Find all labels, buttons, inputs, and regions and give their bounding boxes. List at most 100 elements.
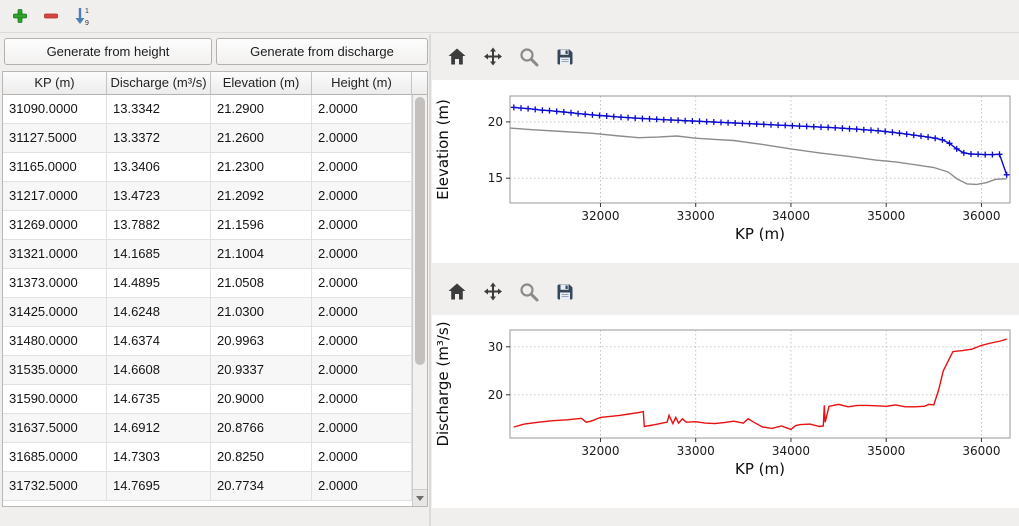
pan-button[interactable] [478,277,508,307]
discharge-chart-canvas[interactable]: 32000 33000 34000 35000 36000 20 30 KP (m) Disch… [432,315,1019,508]
table-cell[interactable]: 14.1685 [107,240,211,269]
table-cell[interactable]: 31685.0000 [3,443,107,472]
table-cell[interactable]: 20.8250 [211,443,312,472]
generate-from-height-button[interactable]: Generate from height [4,38,212,65]
down-arrow-icon [416,495,424,501]
column-header-elevation[interactable]: Elevation (m) [211,72,312,95]
table-cell[interactable]: 2.0000 [312,269,412,298]
table-body: 31090.0000 13.3342 21.2900 2.0000 31127.5000… [3,95,412,501]
table-cell[interactable]: 2.0000 [312,182,412,211]
table-cell[interactable]: 31217.0000 [3,182,107,211]
table-cell[interactable]: 21.2092 [211,182,312,211]
table-cell[interactable]: 2.0000 [312,298,412,327]
table-cell[interactable]: 31321.0000 [3,240,107,269]
table-row[interactable]: 31090.0000 13.3342 21.2900 2.0000 [3,95,412,124]
table-cell[interactable]: 14.7303 [107,443,211,472]
table-cell[interactable]: 13.3372 [107,124,211,153]
table-cell[interactable]: 21.0508 [211,269,312,298]
home-button[interactable] [442,277,472,307]
table-cell[interactable]: 31165.0000 [3,153,107,182]
table-cell[interactable]: 31535.0000 [3,356,107,385]
table-cell[interactable]: 20.9000 [211,385,312,414]
table-cell[interactable]: 2.0000 [312,124,412,153]
table-cell[interactable]: 14.6735 [107,385,211,414]
table-cell[interactable]: 31732.5000 [3,472,107,501]
table-cell[interactable]: 20.9963 [211,327,312,356]
table-cell[interactable]: 31269.0000 [3,211,107,240]
discharge-figure[interactable]: 32000 33000 34000 35000 36000 20 30 KP (m) Disch… [432,315,1019,508]
zoom-button[interactable] [514,277,544,307]
table-cell[interactable]: 14.6912 [107,414,211,443]
table-row[interactable]: 31685.0000 14.7303 20.8250 2.0000 [3,443,412,472]
table-cell[interactable]: 21.1596 [211,211,312,240]
table-cell[interactable]: 31425.0000 [3,298,107,327]
table-cell[interactable]: 21.1004 [211,240,312,269]
table-cell[interactable]: 2.0000 [312,472,412,501]
table-cell[interactable]: 13.4723 [107,182,211,211]
table-cell[interactable]: 13.3342 [107,95,211,124]
table-cell[interactable]: 21.2600 [211,124,312,153]
table-cell[interactable]: 21.2300 [211,153,312,182]
table-cell[interactable]: 14.6374 [107,327,211,356]
scrollbar-thumb[interactable] [415,97,425,365]
table-cell[interactable]: 31590.0000 [3,385,107,414]
table-cell[interactable]: 2.0000 [312,240,412,269]
table-row[interactable]: 31373.0000 14.4895 21.0508 2.0000 [3,269,412,298]
table-cell[interactable]: 14.4895 [107,269,211,298]
table-cell[interactable]: 31373.0000 [3,269,107,298]
table-cell[interactable]: 2.0000 [312,385,412,414]
table-row[interactable]: 31127.5000 13.3372 21.2600 2.0000 [3,124,412,153]
pan-arrows-icon [484,47,502,66]
table-cell[interactable]: 20.7734 [211,472,312,501]
table-row[interactable]: 31732.5000 14.7695 20.7734 2.0000 [3,472,412,501]
table-cell[interactable]: 2.0000 [312,414,412,443]
save-button[interactable] [550,42,580,72]
table-cell[interactable]: 14.6248 [107,298,211,327]
table-row[interactable]: 31480.0000 14.6374 20.9963 2.0000 [3,327,412,356]
splitter-handle[interactable] [429,34,431,526]
table-cell[interactable]: 2.0000 [312,443,412,472]
remove-row-button[interactable] [37,2,65,30]
pan-button[interactable] [478,42,508,72]
scrollbar-down-button[interactable] [413,489,427,506]
table-row[interactable]: 31535.0000 14.6608 20.9337 2.0000 [3,356,412,385]
main-toolbar: 1 9 [0,0,1019,33]
table-cell[interactable]: 2.0000 [312,153,412,182]
table-cell[interactable]: 31637.5000 [3,414,107,443]
table-cell[interactable]: 13.7882 [107,211,211,240]
table-cell[interactable]: 20.8766 [211,414,312,443]
discharge-line [513,338,1007,431]
column-header-height[interactable]: Height (m) [312,72,412,95]
home-button[interactable] [442,42,472,72]
table-cell[interactable]: 20.9337 [211,356,312,385]
table-cell[interactable]: 21.0300 [211,298,312,327]
table-cell[interactable]: 2.0000 [312,95,412,124]
table-cell[interactable]: 13.3406 [107,153,211,182]
elevation-figure[interactable]: 32000 33000 34000 35000 36000 15 20 KP (m) Eleva… [432,80,1019,263]
column-header-discharge[interactable]: Discharge (m³/s) [107,72,211,95]
table-row[interactable]: 31269.0000 13.7882 21.1596 2.0000 [3,211,412,240]
table-cell[interactable]: 31090.0000 [3,95,107,124]
table-cell[interactable]: 31127.5000 [3,124,107,153]
zoom-button[interactable] [514,42,544,72]
table-cell[interactable]: 21.2900 [211,95,312,124]
column-header-kp[interactable]: KP (m) [3,72,107,95]
table-row[interactable]: 31217.0000 13.4723 21.2092 2.0000 [3,182,412,211]
table-row[interactable]: 31637.5000 14.6912 20.8766 2.0000 [3,414,412,443]
table-cell[interactable]: 14.7695 [107,472,211,501]
generate-from-discharge-button[interactable]: Generate from discharge [216,38,428,65]
table-cell[interactable]: 14.6608 [107,356,211,385]
table-row[interactable]: 31165.0000 13.3406 21.2300 2.0000 [3,153,412,182]
save-button[interactable] [550,277,580,307]
add-row-button[interactable] [6,2,34,30]
sort-button[interactable]: 1 9 [68,2,96,30]
table-cell[interactable]: 2.0000 [312,356,412,385]
table-cell[interactable]: 2.0000 [312,211,412,240]
table-row[interactable]: 31425.0000 14.6248 21.0300 2.0000 [3,298,412,327]
table-cell[interactable]: 2.0000 [312,327,412,356]
table-row[interactable]: 31321.0000 14.1685 21.1004 2.0000 [3,240,412,269]
table-row[interactable]: 31590.0000 14.6735 20.9000 2.0000 [3,385,412,414]
table-scrollbar[interactable] [412,95,427,506]
table-cell[interactable]: 31480.0000 [3,327,107,356]
elevation-chart-canvas[interactable]: 32000 33000 34000 35000 36000 15 20 KP (m) Eleva… [432,80,1019,263]
